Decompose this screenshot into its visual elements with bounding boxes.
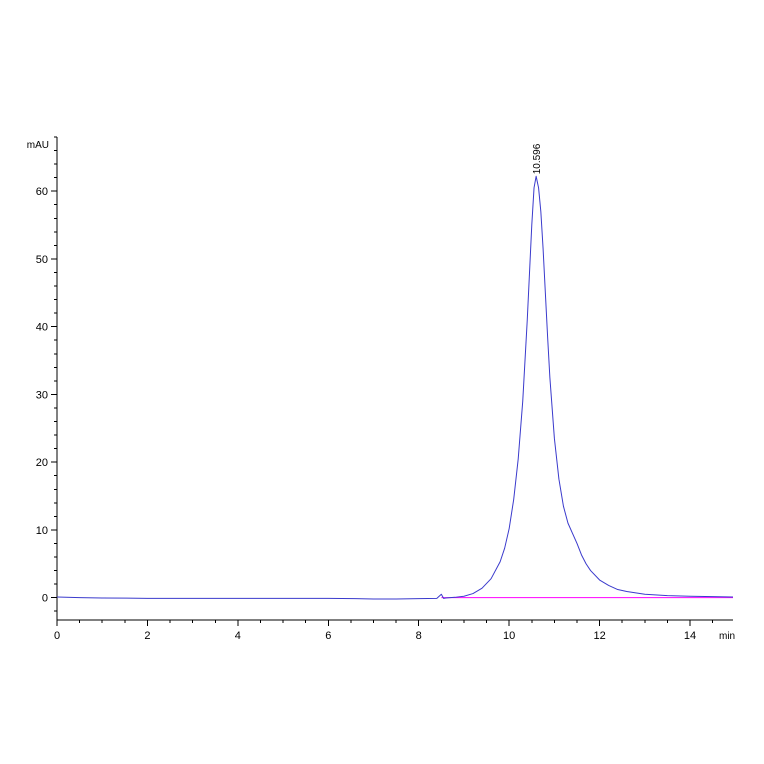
x-tick-label: 6 (325, 630, 331, 642)
x-tick-label: 12 (593, 630, 605, 642)
x-tick-label: 8 (416, 630, 422, 642)
y-tick-label: 60 (36, 186, 48, 198)
peak-retention-label: 10.596 (532, 143, 543, 174)
x-tick-label: 0 (54, 630, 60, 642)
x-tick-label: 14 (684, 630, 696, 642)
x-tick-label: 10 (503, 630, 515, 642)
y-tick-label: 50 (36, 254, 48, 266)
y-tick-label: 0 (42, 593, 48, 605)
x-tick-label: 4 (235, 630, 241, 642)
y-tick-label: 40 (36, 322, 48, 334)
peak-annotations: 10.596 (532, 143, 543, 174)
y-unit-label: mAU (27, 140, 49, 151)
y-tick-label: 10 (36, 525, 48, 537)
y-tick-label: 30 (36, 389, 48, 401)
x-unit-label: min (719, 631, 735, 642)
y-tick-label: 20 (36, 457, 48, 469)
chromatogram-trace (56, 175, 734, 600)
x-tick-label: 2 (144, 630, 150, 642)
axes: 0 10 20 30 40 50 60 0 2 4 6 8 10 12 14 mAU min (27, 136, 735, 642)
signal-series (56, 175, 734, 600)
